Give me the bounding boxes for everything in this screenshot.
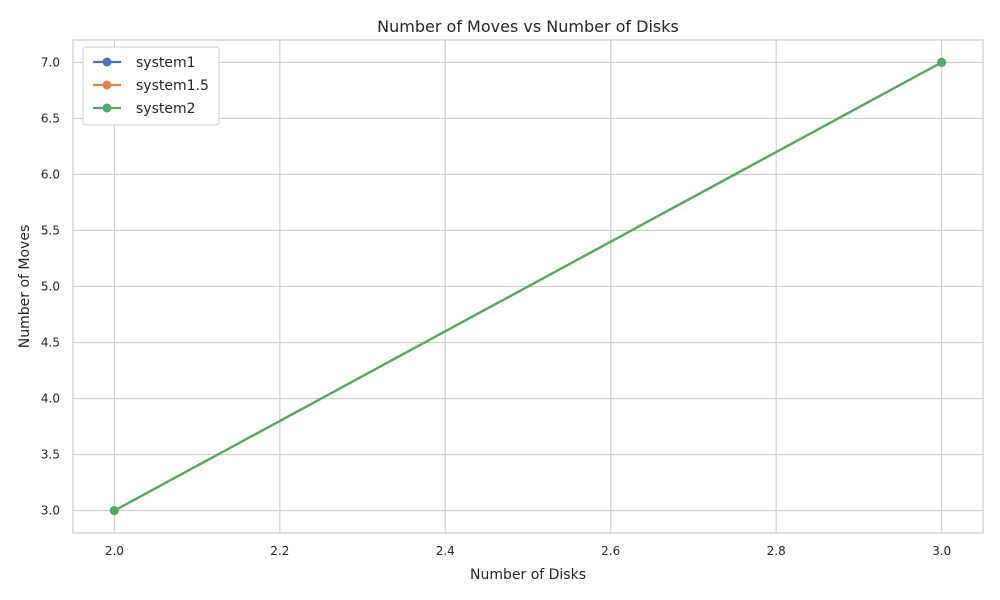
legend-marker: [102, 57, 112, 67]
x-axis-label: Number of Disks: [470, 567, 586, 583]
x-tick-label: 2.4: [436, 544, 455, 558]
legend-label: system1: [136, 55, 196, 71]
x-tick-label: 2.2: [270, 544, 289, 558]
series-lines: [109, 57, 947, 516]
legend: system1 system1.5 system2: [82, 46, 220, 126]
y-axis-ticks: 3.0 3.5 4.0 4.5 5.0 5.5 6.0 6.5 7.0: [41, 55, 60, 517]
plot-frame: [72, 39, 984, 534]
series-system2: [109, 57, 947, 516]
x-tick-label: 2.6: [601, 544, 620, 558]
data-point: [109, 506, 119, 516]
series-line: [113, 61, 943, 512]
chart-title: Number of Moves vs Number of Disks: [377, 17, 679, 36]
y-tick-label: 4.0: [41, 392, 60, 406]
y-tick-label: 5.0: [41, 280, 60, 294]
x-axis-ticks: 2.0 2.2 2.4 2.6 2.8 3.0: [105, 544, 951, 558]
x-tick-label: 3.0: [932, 544, 951, 558]
legend-marker: [102, 80, 112, 90]
legend-item: system1.5: [93, 78, 209, 94]
y-tick-label: 7.0: [41, 55, 60, 69]
data-point: [937, 57, 947, 67]
legend-marker: [102, 103, 112, 113]
y-tick-label: 3.5: [41, 448, 60, 462]
y-tick-label: 6.5: [41, 111, 60, 125]
y-axis-label: Number of Moves: [17, 225, 33, 348]
y-tick-label: 5.5: [41, 223, 60, 237]
legend-item: system2: [93, 101, 196, 117]
legend-label: system2: [136, 101, 196, 117]
y-tick-label: 3.0: [41, 504, 60, 518]
legend-label: system1.5: [136, 78, 209, 94]
legend-item: system1: [93, 55, 196, 71]
grid: [73, 40, 983, 533]
y-tick-label: 6.0: [41, 167, 60, 181]
x-tick-label: 2.8: [767, 544, 786, 558]
legend-box: [82, 46, 220, 126]
x-tick-label: 2.0: [105, 544, 124, 558]
y-tick-label: 4.5: [41, 336, 60, 350]
